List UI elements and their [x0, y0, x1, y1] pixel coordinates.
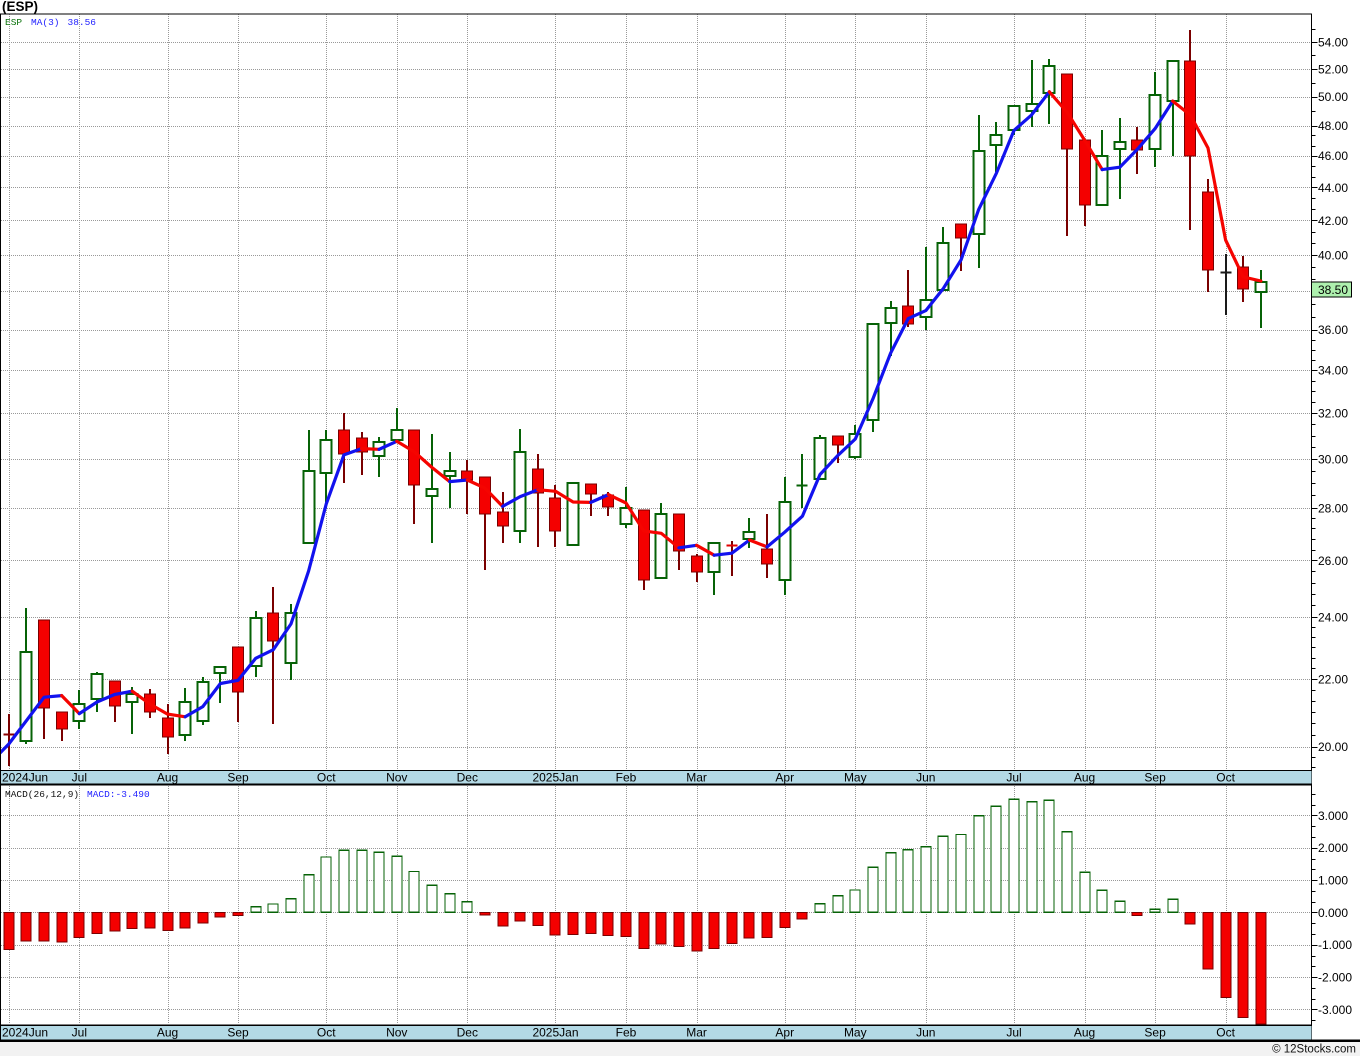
svg-text:-3.000: -3.000: [1318, 1003, 1352, 1017]
svg-text:2024Jun: 2024Jun: [2, 771, 48, 785]
svg-text:26.00: 26.00: [1318, 554, 1348, 568]
svg-text:50.00: 50.00: [1318, 90, 1348, 104]
svg-text:Jul: Jul: [72, 771, 87, 785]
svg-text:36.00: 36.00: [1318, 323, 1348, 337]
svg-text:(ESP): (ESP): [2, 0, 38, 14]
svg-text:Dec: Dec: [457, 771, 478, 785]
svg-text:46.00: 46.00: [1318, 149, 1348, 163]
svg-text:20.00: 20.00: [1318, 740, 1348, 754]
svg-text:-1.000: -1.000: [1318, 938, 1352, 952]
svg-text:Feb: Feb: [616, 1026, 637, 1040]
svg-text:Mar: Mar: [686, 771, 707, 785]
svg-text:-2.000: -2.000: [1318, 971, 1352, 985]
svg-text:Jul: Jul: [72, 1026, 87, 1040]
svg-text:0.000: 0.000: [1318, 906, 1348, 920]
svg-text:Aug: Aug: [157, 771, 178, 785]
svg-text:Aug: Aug: [1074, 1026, 1095, 1040]
svg-text:42.00: 42.00: [1318, 214, 1348, 228]
svg-text:52.00: 52.00: [1318, 62, 1348, 76]
svg-text:May: May: [844, 771, 867, 785]
svg-text:May: May: [844, 1026, 867, 1040]
svg-text:38.56: 38.56: [68, 17, 97, 28]
svg-text:22.00: 22.00: [1318, 672, 1348, 686]
svg-text:MA(3): MA(3): [31, 17, 60, 28]
svg-text:2.000: 2.000: [1318, 841, 1348, 855]
svg-text:Sep: Sep: [227, 1026, 249, 1040]
svg-text:Jul: Jul: [1006, 1026, 1021, 1040]
svg-text:3.000: 3.000: [1318, 809, 1348, 823]
svg-text:Apr: Apr: [775, 1026, 794, 1040]
svg-text:Oct: Oct: [1216, 771, 1235, 785]
svg-text:MACD(26,12,9): MACD(26,12,9): [5, 789, 79, 800]
svg-text:28.00: 28.00: [1318, 501, 1348, 515]
svg-text:MACD:-3.490: MACD:-3.490: [87, 789, 150, 800]
svg-text:Aug: Aug: [157, 1026, 178, 1040]
svg-text:2025Jan: 2025Jan: [532, 771, 578, 785]
svg-text:Apr: Apr: [775, 771, 794, 785]
svg-text:Oct: Oct: [317, 771, 336, 785]
svg-text:34.00: 34.00: [1318, 364, 1348, 378]
svg-text:Feb: Feb: [616, 771, 637, 785]
svg-text:54.00: 54.00: [1318, 36, 1348, 50]
svg-text:30.00: 30.00: [1318, 452, 1348, 466]
svg-text:ESP: ESP: [5, 17, 22, 28]
svg-text:Sep: Sep: [1144, 1026, 1166, 1040]
svg-text:38.50: 38.50: [1318, 283, 1348, 297]
svg-text:Sep: Sep: [227, 771, 249, 785]
svg-text:Oct: Oct: [317, 1026, 336, 1040]
svg-text:44.00: 44.00: [1318, 181, 1348, 195]
svg-text:Sep: Sep: [1144, 771, 1166, 785]
svg-text:Aug: Aug: [1074, 771, 1095, 785]
svg-text:Nov: Nov: [386, 1026, 407, 1040]
svg-text:2024Jun: 2024Jun: [2, 1026, 48, 1040]
svg-text:Dec: Dec: [457, 1026, 478, 1040]
svg-text:24.00: 24.00: [1318, 611, 1348, 625]
svg-text:© 12Stocks.com: © 12Stocks.com: [1272, 1044, 1356, 1056]
svg-text:Jul: Jul: [1006, 771, 1021, 785]
svg-text:Mar: Mar: [686, 1026, 707, 1040]
svg-text:Jun: Jun: [916, 1026, 935, 1040]
svg-text:Nov: Nov: [386, 771, 407, 785]
svg-text:Jun: Jun: [916, 771, 935, 785]
svg-text:Oct: Oct: [1216, 1026, 1235, 1040]
svg-text:48.00: 48.00: [1318, 119, 1348, 133]
svg-text:40.00: 40.00: [1318, 248, 1348, 262]
svg-text:2025Jan: 2025Jan: [532, 1026, 578, 1040]
svg-text:32.00: 32.00: [1318, 407, 1348, 421]
svg-text:1.000: 1.000: [1318, 874, 1348, 888]
